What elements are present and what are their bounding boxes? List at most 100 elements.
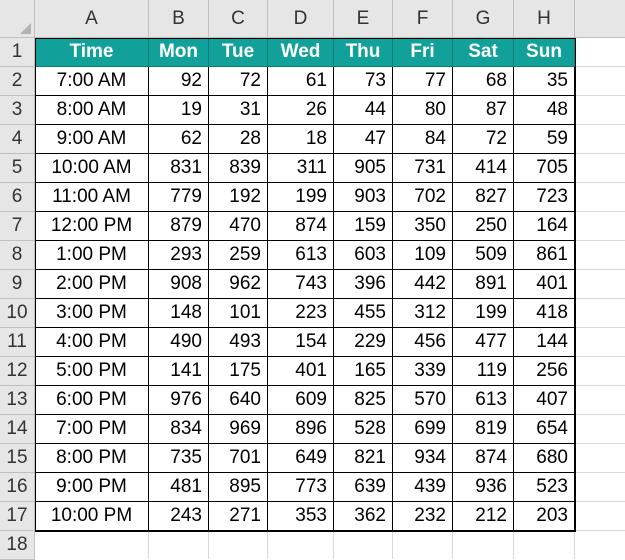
value-cell[interactable]: 613 [453,386,514,415]
value-cell[interactable]: 271 [209,502,268,531]
empty-cell[interactable] [268,531,334,559]
value-cell[interactable]: 891 [453,270,514,299]
value-cell[interactable]: 649 [268,444,334,473]
header-cell-time[interactable]: Time [35,38,149,67]
time-cell[interactable]: 7:00 PM [35,415,149,444]
value-cell[interactable]: 144 [514,328,575,357]
empty-cell[interactable] [575,154,625,183]
row-header-1[interactable]: 1 [0,38,35,67]
empty-cell[interactable] [575,96,625,125]
value-cell[interactable]: 250 [453,212,514,241]
value-cell[interactable]: 705 [514,154,575,183]
value-cell[interactable]: 470 [209,212,268,241]
header-cell-wed[interactable]: Wed [268,38,334,67]
value-cell[interactable]: 26 [268,96,334,125]
value-cell[interactable]: 570 [393,386,453,415]
value-cell[interactable]: 61 [268,67,334,96]
select-all-corner[interactable] [0,0,35,38]
row-header-9[interactable]: 9 [0,270,35,299]
row-header-3[interactable]: 3 [0,96,35,125]
empty-cell[interactable] [209,531,268,559]
empty-cell[interactable] [149,531,209,559]
header-cell-tue[interactable]: Tue [209,38,268,67]
time-cell[interactable]: 12:00 PM [35,212,149,241]
empty-cell[interactable] [575,299,625,328]
value-cell[interactable]: 18 [268,125,334,154]
value-cell[interactable]: 731 [393,154,453,183]
value-cell[interactable]: 528 [334,415,393,444]
value-cell[interactable]: 962 [209,270,268,299]
value-cell[interactable]: 735 [149,444,209,473]
value-cell[interactable]: 861 [514,241,575,270]
value-cell[interactable]: 84 [393,125,453,154]
value-cell[interactable]: 825 [334,386,393,415]
empty-cell[interactable] [393,531,453,559]
column-header-d[interactable]: D [268,0,334,38]
row-header-11[interactable]: 11 [0,328,35,357]
value-cell[interactable]: 819 [453,415,514,444]
value-cell[interactable]: 87 [453,96,514,125]
time-cell[interactable]: 4:00 PM [35,328,149,357]
value-cell[interactable]: 141 [149,357,209,386]
value-cell[interactable]: 192 [209,183,268,212]
value-cell[interactable]: 934 [393,444,453,473]
value-cell[interactable]: 490 [149,328,209,357]
time-cell[interactable]: 10:00 PM [35,502,149,531]
value-cell[interactable]: 821 [334,444,393,473]
empty-cell[interactable] [575,183,625,212]
row-header-18[interactable]: 18 [0,531,35,560]
empty-cell[interactable] [575,502,625,531]
value-cell[interactable]: 905 [334,154,393,183]
row-header-7[interactable]: 7 [0,212,35,241]
empty-cell[interactable] [575,415,625,444]
value-cell[interactable]: 73 [334,67,393,96]
value-cell[interactable]: 976 [149,386,209,415]
column-header-c[interactable]: C [209,0,268,38]
header-cell-sun[interactable]: Sun [514,38,575,67]
value-cell[interactable]: 396 [334,270,393,299]
empty-cell[interactable] [35,531,149,559]
value-cell[interactable]: 199 [268,183,334,212]
value-cell[interactable]: 723 [514,183,575,212]
row-header-13[interactable]: 13 [0,386,35,415]
value-cell[interactable]: 350 [393,212,453,241]
column-header-f[interactable]: F [393,0,453,38]
time-cell[interactable]: 8:00 PM [35,444,149,473]
empty-cell[interactable] [575,241,625,270]
value-cell[interactable]: 35 [514,67,575,96]
empty-cell[interactable] [575,270,625,299]
value-cell[interactable]: 339 [393,357,453,386]
value-cell[interactable]: 92 [149,67,209,96]
value-cell[interactable]: 203 [514,502,575,531]
value-cell[interactable]: 154 [268,328,334,357]
value-cell[interactable]: 44 [334,96,393,125]
value-cell[interactable]: 28 [209,125,268,154]
value-cell[interactable]: 293 [149,241,209,270]
value-cell[interactable]: 159 [334,212,393,241]
value-cell[interactable]: 896 [268,415,334,444]
value-cell[interactable]: 243 [149,502,209,531]
value-cell[interactable]: 31 [209,96,268,125]
empty-cell[interactable] [334,531,393,559]
value-cell[interactable]: 109 [393,241,453,270]
value-cell[interactable]: 418 [514,299,575,328]
value-cell[interactable]: 414 [453,154,514,183]
value-cell[interactable]: 680 [514,444,575,473]
header-cell-sat[interactable]: Sat [453,38,514,67]
value-cell[interactable]: 256 [514,357,575,386]
value-cell[interactable]: 839 [209,154,268,183]
value-cell[interactable]: 311 [268,154,334,183]
value-cell[interactable]: 874 [268,212,334,241]
value-cell[interactable]: 47 [334,125,393,154]
empty-cell[interactable] [575,328,625,357]
value-cell[interactable]: 879 [149,212,209,241]
row-header-16[interactable]: 16 [0,473,35,502]
value-cell[interactable]: 827 [453,183,514,212]
value-cell[interactable]: 229 [334,328,393,357]
value-cell[interactable]: 212 [453,502,514,531]
value-cell[interactable]: 481 [149,473,209,502]
row-header-8[interactable]: 8 [0,241,35,270]
value-cell[interactable]: 119 [453,357,514,386]
value-cell[interactable]: 834 [149,415,209,444]
